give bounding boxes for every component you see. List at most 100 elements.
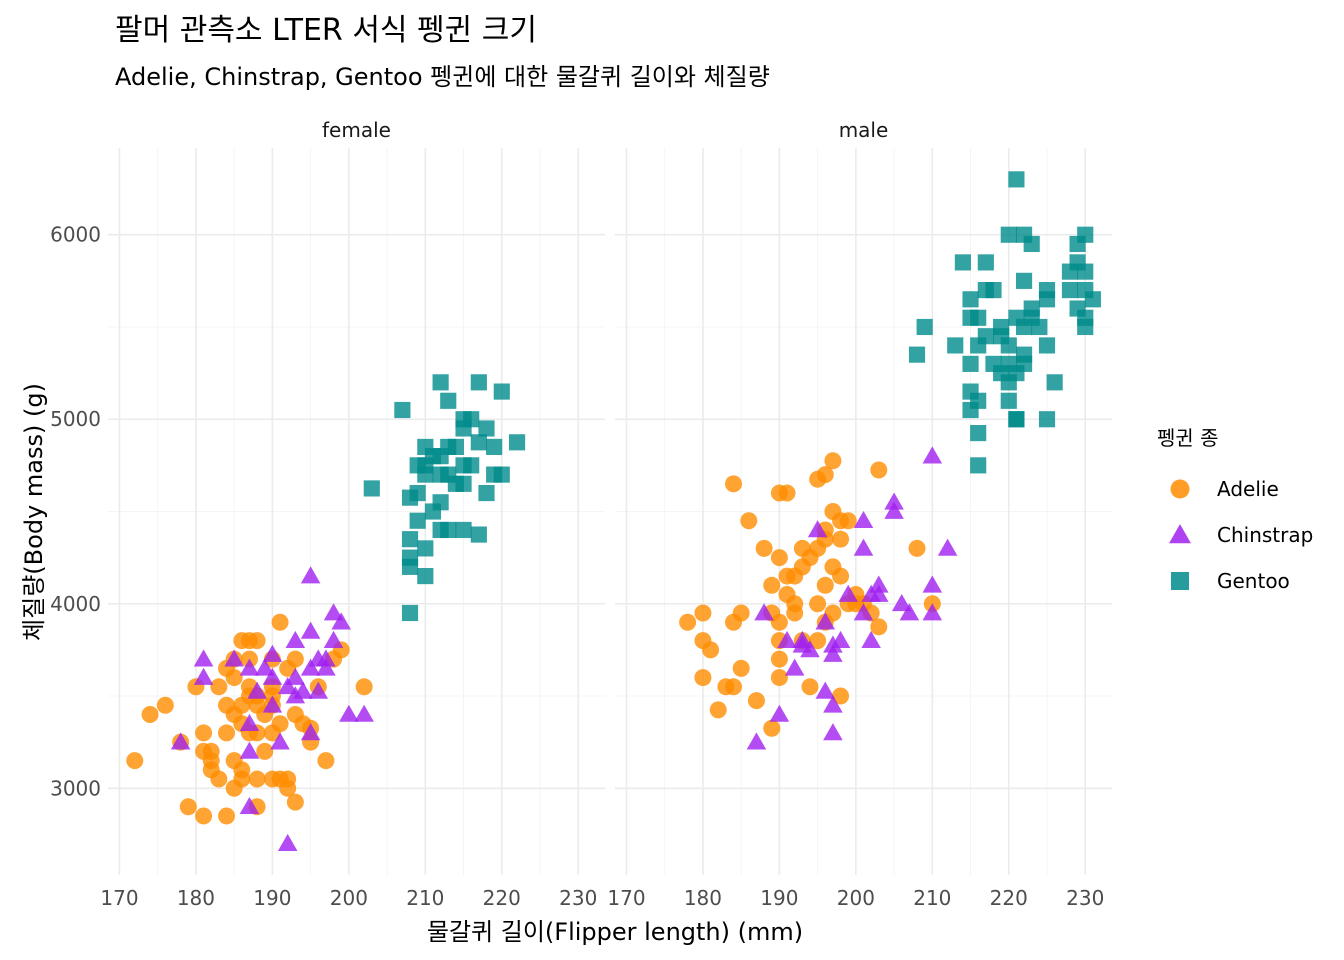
data-point-chinstrap — [884, 501, 904, 519]
data-point-adelie — [809, 595, 827, 613]
data-point-gentoo — [478, 420, 495, 437]
data-point-adelie — [770, 549, 788, 567]
data-point-gentoo — [447, 438, 464, 455]
data-point-chinstrap — [262, 695, 283, 713]
data-point-chinstrap — [308, 681, 329, 699]
data-point-chinstrap — [300, 723, 321, 741]
data-point-gentoo — [954, 254, 971, 271]
data-point-adelie — [740, 512, 758, 530]
data-point-gentoo — [1015, 272, 1033, 289]
data-point-adelie — [778, 484, 796, 502]
data-point-chinstrap — [853, 603, 874, 621]
data-point-gentoo — [962, 291, 979, 308]
data-point-adelie — [702, 641, 720, 659]
x-tick-label: 190 — [760, 886, 798, 910]
data-point-chinstrap — [239, 658, 260, 676]
x-tick-label: 170 — [100, 886, 138, 910]
data-point-gentoo — [970, 392, 987, 409]
data-point-gentoo — [908, 346, 926, 363]
data-point-adelie — [732, 659, 750, 677]
data-point-chinstrap — [300, 621, 321, 639]
data-point-adelie — [709, 701, 727, 719]
data-point-gentoo — [455, 521, 472, 539]
data-point-chinstrap — [300, 658, 321, 676]
data-point-adelie — [195, 807, 213, 825]
data-point-gentoo — [470, 374, 487, 391]
data-point-adelie — [286, 793, 304, 811]
data-point-gentoo — [409, 512, 426, 529]
legend-item-adelie: Adelie — [1170, 477, 1279, 501]
data-point-chinstrap — [354, 704, 374, 722]
legend-label: Adelie — [1217, 477, 1279, 501]
data-point-chinstrap — [922, 603, 943, 621]
data-point-adelie — [233, 761, 251, 779]
data-point-chinstrap — [899, 603, 920, 621]
data-point-adelie — [770, 650, 788, 668]
y-axis-ticks: 3000 4000 5000 6000 — [50, 223, 101, 801]
x-tick-label: 200 — [837, 886, 875, 910]
data-point-adelie — [809, 632, 827, 650]
data-point-chinstrap — [285, 686, 306, 704]
x-tick-label: 180 — [177, 886, 215, 910]
data-point-adelie — [156, 696, 174, 714]
data-point-gentoo — [401, 531, 419, 548]
data-point-chinstrap — [922, 575, 943, 593]
x-tick-label: 220 — [990, 886, 1028, 910]
data-point-chinstrap — [270, 732, 290, 750]
data-point-gentoo — [478, 484, 495, 502]
x-axis-title: 물갈퀴 길이(Flipper length) (mm) — [427, 918, 803, 946]
data-point-adelie — [271, 715, 289, 733]
data-point-adelie — [279, 770, 297, 788]
data-point-chinstrap — [823, 644, 843, 662]
data-point-chinstrap — [254, 658, 275, 676]
data-point-chinstrap — [316, 658, 336, 676]
data-point-chinstrap — [247, 681, 267, 699]
legend-item-gentoo: Gentoo — [1170, 569, 1290, 593]
data-point-adelie — [179, 798, 197, 816]
series-chinstrap — [170, 566, 374, 851]
data-point-adelie — [248, 770, 266, 788]
data-point-gentoo — [493, 466, 510, 483]
data-point-gentoo — [977, 328, 994, 345]
data-point-adelie — [317, 752, 335, 770]
data-point-adelie — [770, 669, 788, 687]
data-point-chinstrap — [769, 704, 790, 722]
data-point-chinstrap — [239, 741, 260, 759]
data-point-adelie — [126, 752, 144, 770]
data-point-gentoo — [1031, 318, 1048, 336]
data-point-adelie — [770, 613, 788, 631]
data-point-adelie — [832, 530, 850, 548]
x-tick-label: 190 — [253, 886, 291, 910]
x-tick-label: 210 — [913, 886, 951, 910]
data-point-gentoo — [970, 309, 987, 326]
data-point-adelie — [732, 604, 750, 622]
data-point-chinstrap — [807, 520, 828, 538]
data-point-adelie — [763, 719, 781, 737]
x-tick-label: 200 — [330, 886, 368, 910]
data-point-adelie — [694, 669, 712, 687]
data-point-chinstrap — [823, 695, 843, 713]
data-point-gentoo — [394, 401, 411, 419]
data-point-adelie — [755, 539, 773, 557]
data-point-gentoo — [1000, 226, 1017, 243]
data-point-chinstrap — [293, 681, 313, 699]
data-point-gentoo — [432, 374, 449, 391]
data-point-gentoo — [455, 475, 472, 492]
facet-panels: female male — [108, 118, 1112, 875]
data-point-gentoo — [486, 438, 503, 455]
series-gentoo — [908, 171, 1101, 474]
data-point-gentoo — [363, 480, 380, 497]
data-point-gentoo — [947, 337, 964, 354]
data-point-chinstrap — [891, 593, 912, 612]
data-point-chinstrap — [777, 630, 797, 648]
data-point-adelie — [801, 678, 819, 696]
chart-subtitle: Adelie, Chinstrap, Gentoo 펭귄에 대한 물갈퀴 길이와… — [115, 63, 770, 91]
data-point-gentoo — [1038, 291, 1056, 308]
data-point-chinstrap — [277, 677, 298, 695]
data-point-gentoo — [463, 457, 480, 474]
data-point-gentoo — [1084, 291, 1101, 308]
data-point-adelie — [218, 724, 236, 742]
data-point-adelie — [225, 669, 243, 687]
data-point-adelie — [195, 724, 213, 742]
data-point-adelie — [870, 618, 888, 636]
